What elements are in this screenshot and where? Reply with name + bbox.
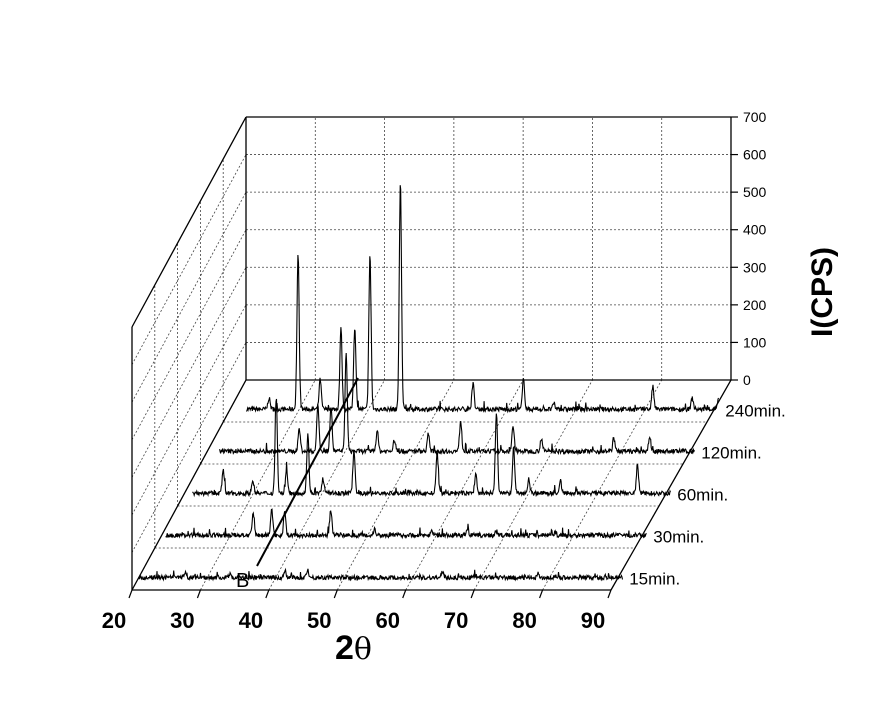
series-trace-120min	[219, 352, 695, 456]
x-tick	[333, 589, 338, 599]
y-tick-label: 300	[743, 259, 767, 275]
x-tick	[402, 589, 407, 599]
series-label: 120min.	[701, 444, 761, 463]
series-trace-30min	[165, 508, 647, 540]
axis-frame-edge	[131, 379, 247, 591]
series-trace-240min	[246, 185, 720, 414]
series-layer: 240min. 120min. 60min. 30min. 15min.	[138, 185, 786, 589]
side-wall-grid-line	[131, 267, 247, 478]
x-tick	[539, 589, 544, 599]
side-wall-grid-line	[131, 229, 247, 440]
y-tick-label: 400	[743, 222, 767, 238]
x-axis-label-main: 2	[335, 629, 354, 667]
frame-layer	[131, 116, 732, 591]
x-tick	[470, 589, 475, 599]
y-tick-label: 600	[743, 147, 767, 163]
axis-frame-edge	[131, 116, 247, 328]
series-label: 240min.	[725, 402, 785, 421]
x-tick-label: 60	[375, 608, 399, 633]
y-tick-label: 100	[743, 334, 767, 350]
x-tick-label: 20	[102, 608, 126, 633]
y-tick-label: 200	[743, 297, 767, 313]
y-axis-label: I(CPS)	[806, 247, 839, 337]
x-tick-label: 30	[170, 608, 194, 633]
x-tick-label: 90	[581, 608, 605, 633]
annotation-label: B	[236, 570, 249, 592]
y-tick-label: 500	[743, 184, 767, 200]
y-tick-label: 700	[743, 109, 767, 125]
x-axis-label: 2θ	[335, 629, 372, 667]
x-tick	[196, 589, 201, 599]
grid-layer	[131, 116, 732, 591]
x-tick-label: 40	[239, 608, 263, 633]
x-tick-label: 80	[512, 608, 536, 633]
floor-grid-line	[268, 379, 385, 591]
side-wall-grid-line	[131, 342, 247, 553]
annotation-line	[256, 377, 359, 567]
floor-grid-line	[542, 379, 663, 591]
axis-frame-edge	[610, 379, 732, 591]
side-wall-grid-line	[131, 154, 247, 365]
floor-grid-line	[336, 379, 455, 591]
x-tick	[607, 589, 612, 599]
tick-layer: 20 30 40 50 60 70 80 90 0 100 200 300 400 500 600 700	[102, 109, 767, 633]
x-tick	[265, 589, 270, 599]
series-trace-60min	[192, 398, 672, 498]
series-label: 15min.	[629, 570, 680, 589]
series-label: 30min.	[653, 528, 704, 547]
x-axis-label-symbol: θ	[354, 632, 372, 667]
side-wall-grid-line	[131, 304, 247, 516]
y-tick-label: 0	[743, 372, 751, 388]
x-tick	[128, 589, 133, 599]
side-wall-grid-line	[131, 191, 247, 403]
x-tick-label: 70	[444, 608, 468, 633]
floor-grid-line	[405, 379, 524, 591]
series-trace-15min	[138, 567, 624, 582]
series-label: 60min.	[677, 486, 728, 505]
floor-grid-line	[473, 379, 593, 591]
floor-grid-line	[200, 379, 316, 591]
x-tick-label: 50	[307, 608, 331, 633]
